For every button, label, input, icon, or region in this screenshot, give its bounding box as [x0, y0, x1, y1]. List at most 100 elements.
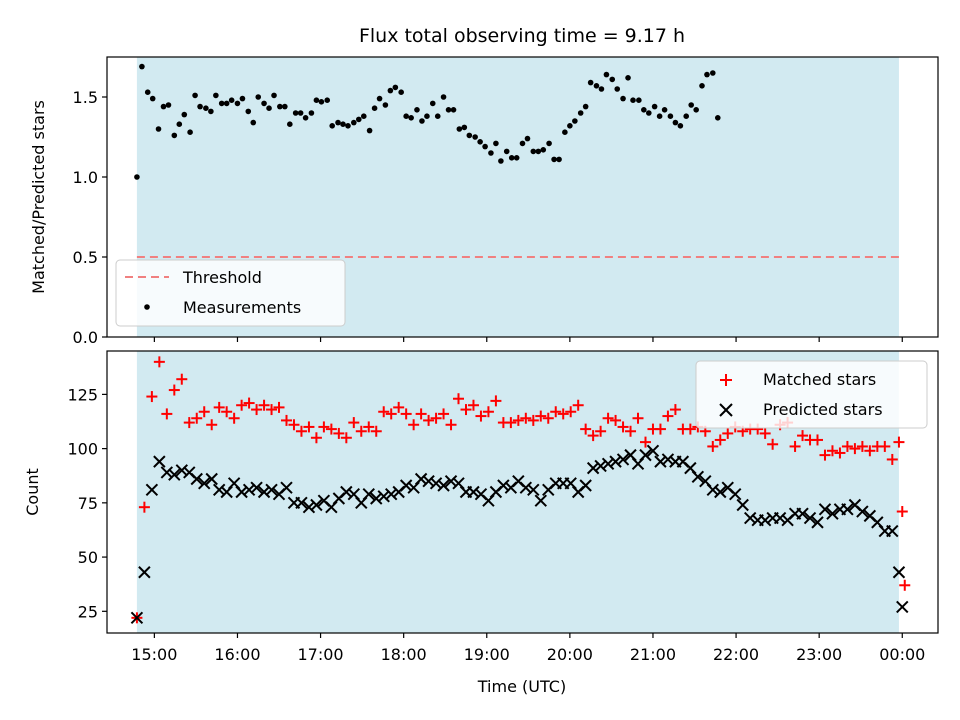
- matched-star-point: [595, 425, 607, 437]
- measurement-point: [424, 113, 430, 119]
- measurement-point: [498, 158, 504, 164]
- predicted-star-point: [586, 461, 600, 475]
- predicted-star-point: [130, 611, 144, 625]
- ratio-panel: 0.0 0.5 1.0 1.5 Matched/Predicted stars Thr…: [29, 56, 939, 347]
- predicted-star-point: [280, 481, 293, 494]
- matched-star-point: [893, 436, 905, 448]
- measurement-point: [440, 94, 447, 100]
- predicted-star-point: [250, 481, 263, 494]
- matched-star-point: [512, 414, 524, 426]
- matched-star-point: [273, 401, 285, 413]
- measurement-point: [556, 156, 562, 163]
- matched-star-point: [310, 432, 322, 444]
- matched-star-point: [789, 440, 801, 452]
- chart-title: Flux total observing time = 9.17 h: [359, 25, 685, 47]
- measurement-point: [699, 83, 705, 89]
- matched-legend-icon: [720, 374, 732, 386]
- matched-star-point: [243, 397, 255, 409]
- predicted-star-point: [841, 503, 854, 516]
- measurement-point: [324, 97, 331, 103]
- measurement-point: [165, 102, 172, 108]
- matched-star-point: [191, 412, 203, 424]
- measurement-point: [551, 156, 557, 163]
- top-y-axis-label: Matched/Predicted stars: [29, 100, 48, 294]
- bottom-legend: Matched stars Predicted stars: [695, 360, 928, 429]
- measurement-point: [503, 148, 510, 155]
- measurement-point: [277, 103, 283, 110]
- matched-star-point: [490, 395, 502, 407]
- measurement-point: [245, 108, 252, 115]
- predicted-star-point: [714, 485, 727, 499]
- matched-star-point: [535, 410, 547, 422]
- x-tick-label: 15:00: [131, 645, 177, 664]
- predicted-star-point: [896, 600, 909, 614]
- measurement-point: [187, 129, 193, 135]
- matched-star-point: [340, 432, 352, 444]
- matched-star-point: [550, 406, 562, 418]
- measurement-point: [656, 113, 663, 119]
- matched-star-point: [168, 384, 180, 396]
- y-tick-label: 1.5: [73, 88, 98, 107]
- measurement-point: [651, 103, 658, 110]
- y-tick-label: 100: [67, 440, 98, 459]
- matched-star-point: [580, 423, 592, 435]
- measurement-point: [508, 155, 515, 161]
- matched-star-point: [864, 445, 876, 457]
- measurement-point: [646, 110, 652, 116]
- matched-star-point: [318, 421, 330, 433]
- measurement-point: [546, 140, 552, 147]
- top-legend-box: [115, 259, 346, 327]
- matched-star-point: [684, 423, 696, 435]
- matched-star-point: [812, 434, 824, 446]
- matched-star-point: [445, 419, 457, 431]
- measurement-point: [661, 107, 668, 113]
- predicted-star-point: [497, 479, 510, 492]
- predicted-star-point: [175, 464, 188, 477]
- predicted-star-point: [362, 487, 375, 501]
- matched-star-point: [572, 399, 584, 411]
- predicted-star-point: [302, 500, 316, 514]
- measurement-point: [582, 103, 589, 110]
- matched-star-point: [325, 423, 337, 435]
- predicted-star-point: [257, 485, 271, 499]
- measurement-point: [371, 105, 378, 111]
- matched-star-point: [258, 399, 270, 411]
- x-axis-label: Time (UTC): [477, 677, 566, 696]
- predicted-star-point: [826, 507, 839, 520]
- matched-star-point: [415, 408, 427, 420]
- measurement-point: [176, 121, 183, 127]
- measurement-point: [261, 100, 267, 107]
- measurement-point: [641, 107, 647, 113]
- measurement-point: [614, 86, 621, 92]
- matched-star-point: [400, 408, 412, 420]
- predicted-star-point: [519, 481, 533, 494]
- predicted-star-point: [886, 524, 899, 538]
- y-tick-label: 0.5: [73, 248, 98, 267]
- matched-star-point: [849, 443, 861, 455]
- measurement-point: [403, 113, 409, 119]
- matched-star-point: [453, 393, 465, 405]
- measurement-point: [434, 113, 441, 119]
- threshold-legend-label: Threshold: [182, 268, 262, 287]
- top-plot-frame: [106, 56, 939, 338]
- predicted-star-point: [773, 511, 787, 525]
- matched-star-point: [333, 427, 345, 439]
- measurement-point: [414, 107, 420, 113]
- predicted-star-point: [609, 455, 622, 468]
- matched-star-point: [505, 417, 517, 429]
- matched-star-point: [722, 427, 734, 439]
- measurement-point: [398, 89, 404, 95]
- matched-star-point: [565, 406, 577, 418]
- measurements-legend-icon: [144, 304, 150, 310]
- x-tick-label: 18:00: [381, 645, 427, 664]
- matched-star-point: [438, 408, 450, 420]
- measurement-point: [540, 147, 547, 153]
- measurement-point: [524, 135, 531, 142]
- predicted-star-point: [691, 470, 705, 484]
- measurement-point: [466, 132, 473, 139]
- predicted-star-point: [646, 444, 660, 457]
- measurement-point: [445, 107, 452, 113]
- matched-star-point: [587, 430, 599, 442]
- measurement-point: [197, 103, 203, 110]
- predicted-star-point: [803, 511, 817, 525]
